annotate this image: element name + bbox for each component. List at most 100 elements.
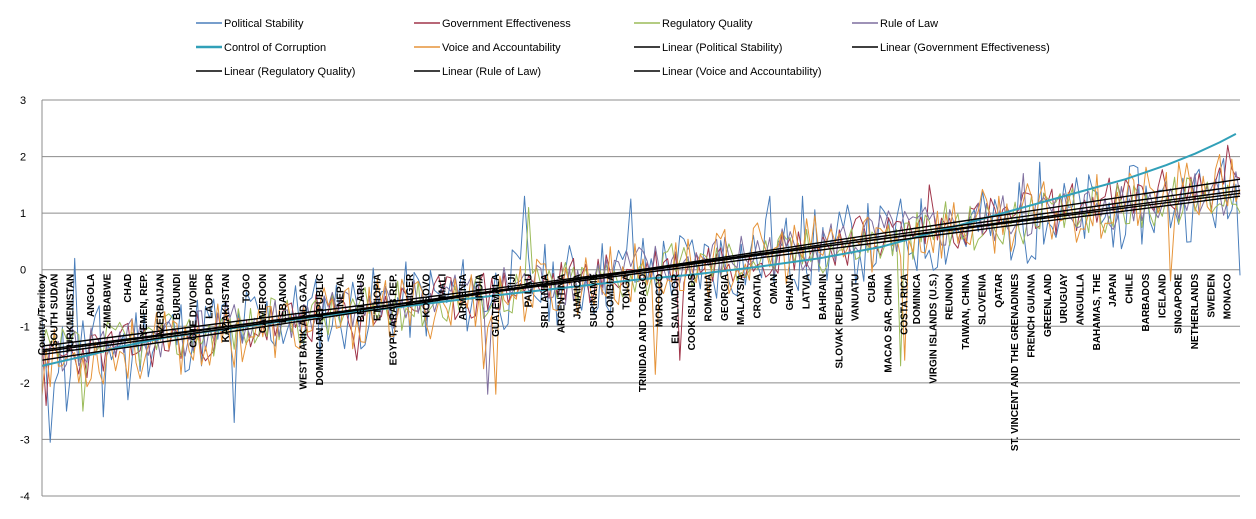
xtick-label: OMAN: [769, 274, 780, 305]
xtick-label: GEORGIA: [720, 274, 731, 321]
xtick-label: BAHRAIN: [818, 274, 829, 320]
ytick-label: 2: [20, 152, 26, 164]
xtick-label: MALI: [438, 274, 449, 299]
xtick-label: MOROCCO: [654, 274, 665, 328]
xtick-label: LAO PDR: [205, 273, 216, 319]
xtick-label: REUNION: [945, 274, 956, 320]
xtick-label: SLOVENIA: [977, 274, 988, 325]
series-line-rule-of-law: [41, 171, 1241, 395]
ytick-label: 3: [20, 95, 26, 107]
xtick-label: SLOVAK REPUBLIC: [834, 274, 845, 369]
xtick-label: MACAO SAR, CHINA: [883, 274, 894, 373]
xtick-label: COTE D'IVOIRE: [188, 273, 199, 347]
xtick-label: DOMINICA: [912, 274, 923, 325]
series-line-linear-regulatory-quality: [41, 185, 1241, 356]
legend-label: Political Stability: [224, 18, 304, 30]
xtick-label: CHILE: [1125, 273, 1136, 303]
xtick-label: MALAYSIA: [736, 274, 747, 325]
xtick-label: CUBA: [867, 274, 878, 303]
xtick-label: COLOMBIA: [605, 274, 616, 328]
xtick-label: ETHIOPIA: [372, 274, 383, 321]
ytick-label: 1: [20, 208, 26, 220]
xtick-label: EL SALVADOR: [671, 273, 682, 344]
xtick-label: KAZAKHSTAN: [221, 274, 232, 343]
xtick-label: BURUNDI: [172, 273, 183, 319]
xtick-label: TRINIDAD AND TOBAGO: [638, 274, 649, 393]
xtick-label: TURKMENISTAN: [66, 274, 77, 353]
xtick-label: VANUATU: [851, 274, 862, 321]
xtick-label: MONACO: [1223, 274, 1234, 320]
xtick-label: PALAU: [524, 274, 535, 308]
legend-label: Control of Corruption: [224, 42, 326, 54]
xtick-label: ANGUILLA: [1076, 274, 1087, 326]
xtick-label: INDIA: [474, 274, 485, 301]
legend-label: Rule of Law: [880, 18, 938, 30]
legend: Political Stability Government Effectiven…: [196, 18, 1050, 78]
xtick-label: TONGA: [622, 274, 633, 310]
ytick-label: -1: [20, 321, 30, 333]
xtick-label: FIJI: [507, 274, 518, 291]
xtick-label: URUGUAY: [1059, 273, 1070, 323]
xtick-label: CHAD: [123, 274, 134, 303]
xtick-label: NEPAL: [335, 274, 346, 307]
xtick-label: GUATEMALA: [491, 274, 502, 337]
xtick-label: SINGAPORE: [1174, 273, 1185, 333]
legend-label: Regulatory Quality: [662, 18, 753, 30]
xtick-label: TOGO: [241, 273, 252, 302]
xtick-label: NETHERLANDS: [1190, 273, 1201, 349]
xtick-label: VIRGIN ISLANDS (U.S.): [928, 274, 939, 384]
xtick-label: JAMAICA: [573, 274, 584, 320]
xtick-label: CAMEROON: [258, 274, 269, 333]
xtick-label: LEBANON: [278, 274, 289, 323]
xtick-label: GREENLAND: [1043, 274, 1054, 337]
legend-label: Linear (Voice and Accountability): [662, 66, 822, 78]
series-line-linear-voice-and-accountability: [41, 195, 1241, 351]
xtick-label: COSTA RICA: [900, 274, 911, 335]
xtick-label: SRI LANKA: [540, 274, 551, 328]
legend-label: Linear (Regulatory Quality): [224, 66, 355, 78]
legend-label: Linear (Government Effectiveness): [880, 42, 1050, 54]
xtick-label: CROATIA: [753, 274, 764, 319]
xtick-label: NIGER: [405, 273, 416, 305]
xtick-label: AZERBAIJAN: [156, 274, 167, 338]
xtick-label: SURINAME: [589, 273, 600, 327]
xtick-label: SWEDEN: [1206, 274, 1217, 318]
xtick-label: BARBADOS: [1141, 273, 1152, 331]
xtick-label: GHANA: [785, 274, 796, 311]
xtick-label: ST. VINCENT AND THE GRENADINES: [1010, 273, 1021, 451]
xtick-label: ARMENIA: [458, 274, 469, 321]
xtick-label: ANGOLA: [86, 274, 97, 317]
ytick-label: -3: [20, 434, 30, 446]
legend-label: Voice and Accountability: [442, 42, 561, 54]
xtick-label: SOUTH SUDAN: [49, 274, 60, 347]
xtick-label: QATAR: [994, 273, 1005, 308]
xtick-label: BAHAMAS, THE: [1092, 273, 1103, 350]
legend-label: Linear (Rule of Law): [442, 66, 541, 78]
legend-label: Linear (Political Stability): [662, 42, 782, 54]
xtick-label: Country/Territory: [37, 273, 48, 355]
xtick-label: TAIWAN, CHINA: [961, 274, 972, 350]
series-lines: [41, 133, 1241, 443]
ytick-label: -4: [20, 491, 30, 503]
xtick-label: BELARUS: [356, 273, 367, 322]
xtick-label: DOMINICAN REPUBLIC: [315, 274, 326, 386]
xtick-label: LATVIA: [802, 274, 813, 309]
series-line-political-stability: [41, 158, 1241, 443]
ytick-label: -2: [20, 378, 30, 390]
legend-label: Government Effectiveness: [442, 18, 571, 30]
xtick-label: YEMEN, REP.: [139, 273, 150, 336]
xtick-label: COOK ISLANDS: [687, 273, 698, 350]
xtick-label: ROMANIA: [703, 274, 714, 322]
xtick-label: JAPAN: [1108, 274, 1119, 307]
xtick-label: KOSOVO: [421, 274, 432, 318]
xtick-label: EGYPT, ARAB REP.: [389, 274, 400, 366]
ytick-label: 0: [20, 265, 26, 277]
xtick-label: ZIMBABWE: [102, 273, 113, 328]
xtick-label: ICELAND: [1157, 274, 1168, 318]
xtick-label: WEST BANK AND GAZA: [299, 274, 310, 390]
axes: 3 2 1 0 -1 -2 -3 -4 Country/Territory SOUTH SUDAN…: [20, 95, 1234, 503]
xtick-label: ARGENTINA: [556, 274, 567, 333]
xtick-label: FRENCH GUIANA: [1026, 274, 1037, 358]
